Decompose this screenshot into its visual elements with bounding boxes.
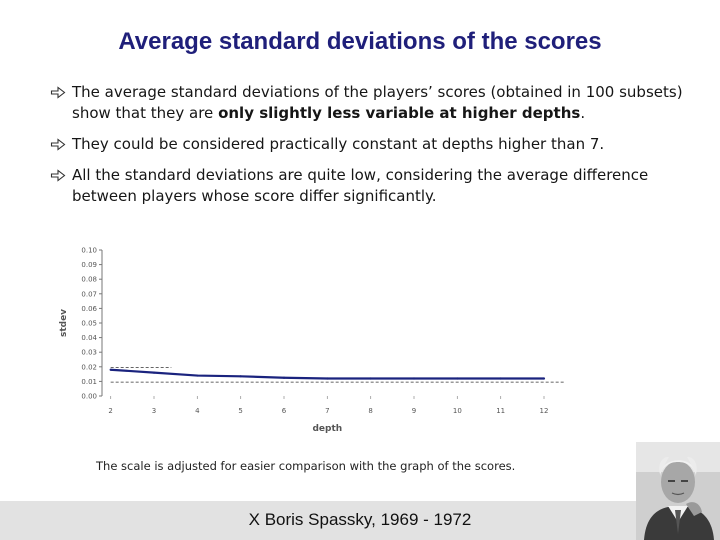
y-tick-label: 0.06 xyxy=(81,305,97,313)
bullet-item: They could be considered practically con… xyxy=(50,134,690,155)
y-tick-label: 0.01 xyxy=(81,378,97,386)
x-tick-label: 9 xyxy=(412,407,416,415)
x-tick-label: 12 xyxy=(540,407,549,415)
stdev-data-point xyxy=(412,377,416,380)
stdev-chart: 0.00 0.01 0.02 0.03 0.04 0.05 0.06 0.07 0.08 0.09… xyxy=(55,238,595,443)
x-tick-label: 10 xyxy=(453,407,462,415)
x-tick-label: 5 xyxy=(238,407,242,415)
stdev-data-point xyxy=(109,368,112,371)
footer-text: X Boris Spassky, 1969 - 1972 xyxy=(248,510,472,529)
x-tick-label: 11 xyxy=(496,407,505,415)
x-axis-title: depth xyxy=(312,424,342,434)
outline-arrow-icon xyxy=(50,169,66,182)
y-tick-label: 0.03 xyxy=(81,349,97,357)
stdev-data-point xyxy=(326,377,329,380)
x-tick-label: 4 xyxy=(195,407,200,415)
y-tick-label: 0.08 xyxy=(81,276,97,284)
outline-arrow-icon xyxy=(50,86,66,99)
stdev-data-point xyxy=(369,377,372,380)
x-tick-label: 8 xyxy=(368,407,372,415)
x-tick-label: 7 xyxy=(325,407,329,415)
chart-svg: 0.00 0.01 0.02 0.03 0.04 0.05 0.06 0.07 0.08 0.09… xyxy=(59,247,566,434)
y-tick-label: 0.09 xyxy=(81,261,97,269)
bullet-emphasis: only slightly less variable at higher de… xyxy=(218,104,581,122)
y-tick-label: 0.02 xyxy=(81,363,97,371)
scale-note: The scale is adjusted for easier compari… xyxy=(96,459,516,473)
bullet-text-end: . xyxy=(580,104,586,122)
y-tick-label: 0.10 xyxy=(81,247,97,255)
x-tick-label: 6 xyxy=(282,407,287,415)
x-tick-label: 3 xyxy=(152,407,156,415)
x-tick-label: 2 xyxy=(108,407,112,415)
y-tick-label: 0.04 xyxy=(81,334,97,342)
y-tick-label: 0.00 xyxy=(81,393,97,401)
stdev-data-point xyxy=(239,375,242,378)
stdev-data-point xyxy=(499,377,502,380)
stdev-data-point xyxy=(542,377,546,380)
bullet-text: All the standard deviations are quite lo… xyxy=(72,166,649,205)
y-tick-label: 0.07 xyxy=(81,290,97,298)
player-portrait xyxy=(636,442,720,540)
bullet-text: The average standard deviations of the p… xyxy=(72,83,683,122)
stdev-data-point xyxy=(152,371,156,374)
slide-title: Average standard deviations of the score… xyxy=(118,28,602,55)
stdev-series-line xyxy=(110,368,544,380)
footer-bar: X Boris Spassky, 1969 - 1972 xyxy=(0,501,720,540)
bullet-list: The average standard deviations of the p… xyxy=(50,82,690,217)
bullet-text: They could be considered practically con… xyxy=(72,135,605,153)
outline-arrow-icon xyxy=(50,138,66,151)
bullet-item: The average standard deviations of the p… xyxy=(50,82,690,124)
stdev-data-point xyxy=(456,377,459,380)
stdev-data-point xyxy=(282,376,286,379)
portrait-photo xyxy=(636,442,720,540)
bullet-item: All the standard deviations are quite lo… xyxy=(50,165,690,207)
stdev-data-point xyxy=(196,374,199,377)
y-axis-title: stdev xyxy=(59,309,69,337)
y-tick-label: 0.05 xyxy=(81,320,97,328)
